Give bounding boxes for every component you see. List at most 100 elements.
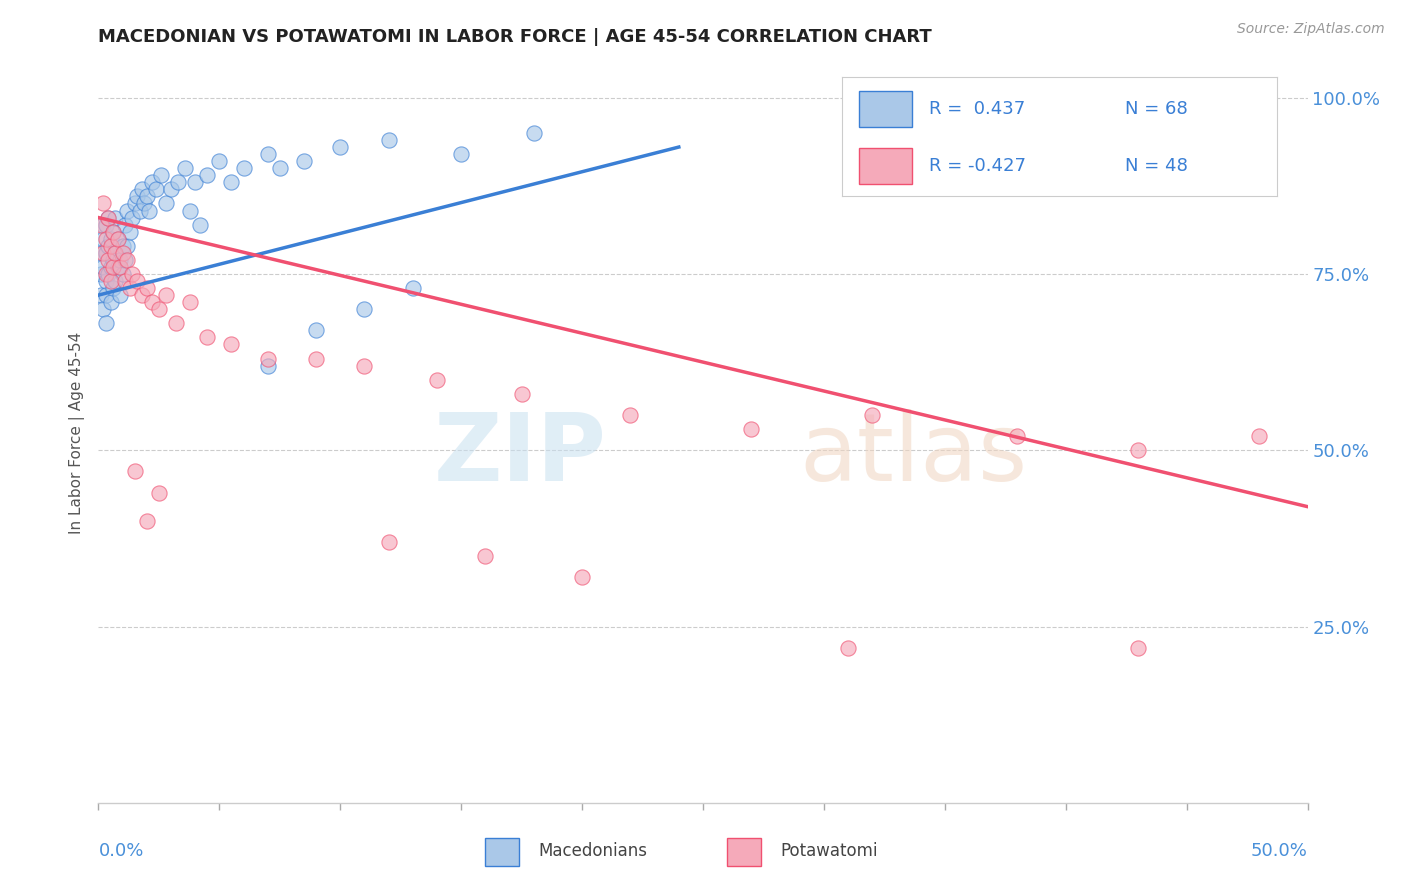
Point xyxy=(141,175,163,189)
Point xyxy=(160,182,183,196)
Point xyxy=(195,330,218,344)
Text: 0.0%: 0.0% xyxy=(98,842,143,860)
Point xyxy=(111,267,134,281)
Point xyxy=(90,245,112,260)
Point xyxy=(111,245,134,260)
Point xyxy=(134,196,156,211)
Point xyxy=(256,351,278,366)
Point xyxy=(837,640,859,655)
Point xyxy=(195,168,218,182)
Point xyxy=(353,302,375,317)
Point xyxy=(1007,429,1029,443)
Point xyxy=(174,161,197,176)
Point xyxy=(155,196,177,211)
Point xyxy=(131,182,153,196)
Point xyxy=(474,549,496,563)
Point xyxy=(256,359,278,373)
Point xyxy=(121,267,143,281)
Point xyxy=(179,203,201,218)
Point xyxy=(90,288,112,302)
Point xyxy=(138,203,160,218)
Y-axis label: In Labor Force | Age 45-54: In Labor Force | Age 45-54 xyxy=(69,332,84,533)
Point xyxy=(353,359,375,373)
Point xyxy=(292,154,315,169)
Point xyxy=(97,239,120,253)
Point xyxy=(269,161,291,176)
Point xyxy=(1128,443,1150,458)
Text: ZIP: ZIP xyxy=(433,409,606,500)
Point xyxy=(104,245,127,260)
Point xyxy=(117,252,139,267)
Point xyxy=(101,225,124,239)
Point xyxy=(188,218,211,232)
Point xyxy=(101,225,124,239)
Point xyxy=(104,211,127,225)
Point xyxy=(377,535,399,549)
Point xyxy=(107,232,129,246)
Point xyxy=(221,175,243,189)
Point xyxy=(523,126,546,140)
Text: MACEDONIAN VS POTAWATOMI IN LABOR FORCE | AGE 45-54 CORRELATION CHART: MACEDONIAN VS POTAWATOMI IN LABOR FORCE … xyxy=(98,28,932,45)
Point xyxy=(114,252,136,267)
Point xyxy=(127,274,149,288)
Point xyxy=(141,295,163,310)
Point xyxy=(90,218,112,232)
Point xyxy=(1249,429,1271,443)
Point xyxy=(91,260,114,274)
Point xyxy=(221,337,243,351)
Point xyxy=(94,316,117,330)
Point xyxy=(108,260,131,274)
Point xyxy=(117,239,139,253)
Point xyxy=(101,281,124,295)
Point xyxy=(305,351,328,366)
Point xyxy=(100,295,122,310)
Point xyxy=(124,464,146,478)
Point xyxy=(128,203,150,218)
Point xyxy=(94,218,117,232)
Point xyxy=(100,260,122,274)
Point xyxy=(148,302,170,317)
Point xyxy=(108,288,131,302)
Point xyxy=(118,225,141,239)
Point xyxy=(155,288,177,302)
Point xyxy=(256,147,278,161)
Point xyxy=(179,295,201,310)
Point xyxy=(104,245,127,260)
Point xyxy=(135,514,157,528)
Point xyxy=(94,274,117,288)
Point xyxy=(426,373,449,387)
Point xyxy=(148,485,170,500)
Point xyxy=(100,232,122,246)
Point xyxy=(232,161,254,176)
Text: Source: ZipAtlas.com: Source: ZipAtlas.com xyxy=(1237,22,1385,37)
Text: 50.0%: 50.0% xyxy=(1251,842,1308,860)
Point xyxy=(101,252,124,267)
Point xyxy=(305,323,328,337)
Point xyxy=(111,239,134,253)
Point xyxy=(107,232,129,246)
Point xyxy=(114,274,136,288)
Point xyxy=(97,211,120,225)
Point xyxy=(165,316,187,330)
Point xyxy=(94,288,117,302)
Point xyxy=(150,168,173,182)
Point xyxy=(97,252,120,267)
Point xyxy=(97,211,120,225)
Point xyxy=(91,245,114,260)
Point xyxy=(131,288,153,302)
Point xyxy=(107,260,129,274)
Point xyxy=(100,274,122,288)
Point xyxy=(740,422,762,436)
Point xyxy=(94,232,117,246)
Point xyxy=(121,211,143,225)
Point xyxy=(135,189,157,203)
Point xyxy=(510,387,533,401)
Point xyxy=(377,133,399,147)
Point xyxy=(860,408,883,422)
Point xyxy=(90,267,112,281)
Point xyxy=(402,281,425,295)
Point xyxy=(127,189,149,203)
Point xyxy=(91,302,114,317)
Text: atlas: atlas xyxy=(800,409,1028,500)
Point xyxy=(108,252,131,267)
